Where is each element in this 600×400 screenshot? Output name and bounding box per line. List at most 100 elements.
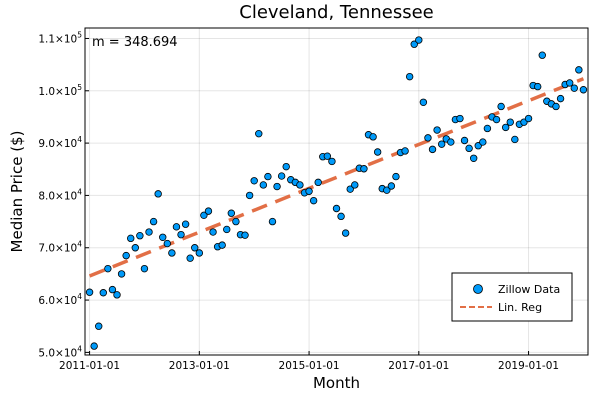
data-point bbox=[104, 264, 112, 273]
data-point bbox=[341, 229, 350, 237]
data-point bbox=[447, 138, 455, 146]
chart-title: Cleveland, Tennessee bbox=[239, 2, 433, 23]
data-point bbox=[332, 204, 341, 213]
legend-label: Zillow Data bbox=[498, 283, 560, 296]
data-point bbox=[241, 231, 249, 239]
data-point bbox=[154, 190, 162, 198]
data-point bbox=[85, 288, 94, 296]
data-point bbox=[428, 145, 437, 154]
data-point bbox=[566, 79, 574, 87]
x-tick-label: 2013-01-01 bbox=[169, 360, 230, 372]
y-tick-label: 8.0×104 bbox=[38, 187, 82, 202]
legend-label: Lin. Reg bbox=[498, 301, 542, 314]
data-point bbox=[268, 217, 277, 226]
data-point bbox=[575, 66, 583, 74]
y-tick-label: 7.0×104 bbox=[38, 240, 82, 255]
data-point bbox=[579, 86, 588, 94]
data-point bbox=[149, 217, 158, 226]
data-point bbox=[469, 154, 478, 162]
data-point bbox=[351, 181, 359, 189]
data-point bbox=[419, 98, 428, 106]
data-point bbox=[373, 148, 382, 156]
data-points bbox=[85, 36, 588, 350]
data-point bbox=[401, 147, 409, 155]
data-point bbox=[296, 181, 304, 189]
data-point bbox=[387, 182, 396, 190]
data-point bbox=[369, 133, 377, 141]
data-point bbox=[168, 249, 176, 257]
y-tick-label: 1.1×105 bbox=[38, 30, 82, 45]
data-point bbox=[534, 82, 542, 91]
data-point bbox=[328, 157, 336, 166]
data-point bbox=[483, 124, 492, 133]
data-point bbox=[223, 225, 231, 234]
legend: Zillow Data Lin. Reg bbox=[451, 272, 573, 322]
data-point bbox=[405, 72, 414, 81]
data-point bbox=[556, 94, 565, 103]
y-tick-label: 6.0×104 bbox=[38, 292, 82, 307]
data-point bbox=[145, 228, 153, 236]
data-point bbox=[186, 254, 194, 262]
data-point bbox=[323, 152, 332, 160]
data-point bbox=[277, 172, 286, 180]
y-tick-label: 9.0×104 bbox=[38, 135, 82, 150]
data-point bbox=[273, 182, 281, 191]
data-point bbox=[437, 140, 446, 148]
regression-line-layer bbox=[88, 77, 585, 278]
data-point bbox=[465, 144, 473, 153]
data-point bbox=[314, 178, 322, 187]
data-point bbox=[172, 223, 181, 231]
data-point bbox=[264, 172, 272, 181]
x-tick-label: 2015-01-01 bbox=[279, 360, 340, 372]
data-point bbox=[479, 138, 487, 146]
data-point bbox=[90, 342, 98, 350]
data-point bbox=[282, 162, 290, 171]
slope-annotation: m = 348.694 bbox=[92, 35, 178, 50]
data-point bbox=[360, 165, 368, 173]
regression-line bbox=[88, 77, 585, 278]
data-point bbox=[460, 136, 469, 145]
y-axis-title: Median Price ($) bbox=[8, 131, 26, 253]
data-point bbox=[538, 51, 546, 59]
data-point bbox=[159, 233, 167, 241]
data-point bbox=[433, 126, 441, 134]
y-tick-label: 5.0×104 bbox=[38, 344, 82, 359]
data-point bbox=[511, 135, 519, 144]
data-point bbox=[305, 187, 313, 195]
data-point bbox=[552, 102, 560, 111]
data-point bbox=[113, 291, 121, 299]
x-axis-title: Month bbox=[313, 374, 360, 392]
x-tick-label: 2017-01-01 bbox=[388, 360, 449, 372]
data-point bbox=[122, 251, 130, 260]
data-point bbox=[501, 123, 510, 132]
data-point bbox=[410, 40, 418, 48]
data-point bbox=[524, 114, 533, 123]
data-point bbox=[506, 118, 514, 126]
data-point bbox=[232, 217, 240, 226]
data-point bbox=[424, 134, 432, 142]
data-point bbox=[117, 270, 126, 278]
legend-box bbox=[451, 272, 573, 322]
data-point bbox=[337, 212, 345, 221]
data-point bbox=[250, 177, 258, 185]
legend-marker-scatter bbox=[473, 284, 483, 294]
data-point bbox=[415, 36, 423, 44]
data-point bbox=[163, 239, 172, 248]
data-point bbox=[259, 181, 268, 189]
grid-lines bbox=[85, 28, 588, 355]
data-point bbox=[492, 115, 501, 124]
data-point bbox=[218, 241, 226, 249]
y-tick-label: 1.0×105 bbox=[38, 83, 82, 98]
x-axis: 2011-01-01 2013-01-01 2015-01-01 2017-01-01… bbox=[59, 351, 559, 372]
data-point bbox=[255, 129, 263, 138]
data-point bbox=[245, 191, 254, 200]
data-point bbox=[570, 84, 578, 92]
data-point bbox=[95, 322, 103, 330]
x-tick-label: 2011-01-01 bbox=[59, 360, 120, 372]
data-point bbox=[346, 185, 354, 193]
data-point bbox=[191, 244, 199, 252]
data-point bbox=[456, 114, 464, 123]
data-point bbox=[127, 234, 135, 243]
data-point bbox=[181, 220, 190, 228]
